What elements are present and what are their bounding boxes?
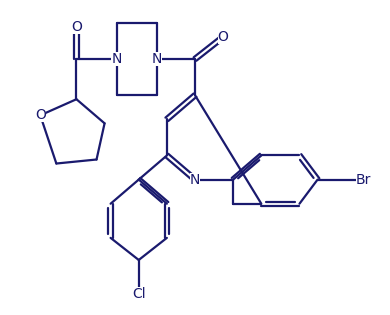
Text: Br: Br (356, 173, 371, 186)
Text: O: O (35, 108, 46, 122)
Text: N: N (190, 173, 200, 186)
Text: O: O (218, 30, 229, 44)
Text: Cl: Cl (132, 287, 145, 301)
Text: N: N (152, 52, 162, 66)
Text: O: O (71, 20, 82, 34)
Text: N: N (112, 52, 122, 66)
